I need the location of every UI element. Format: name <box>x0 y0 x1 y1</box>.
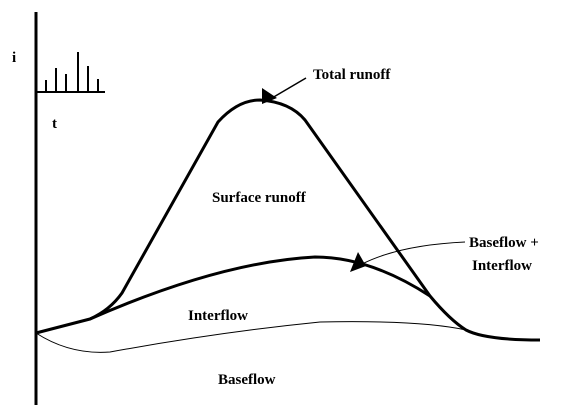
arrow-head <box>262 88 277 104</box>
total-runoff-curve <box>35 98 541 342</box>
baseflow-interflow-label: Interflow <box>472 258 532 274</box>
leader-line <box>361 241 466 265</box>
x-axis-label: t <box>52 116 57 132</box>
baseflow-curve <box>35 321 467 353</box>
surface-runoff-label: Surface runoff <box>212 190 307 206</box>
baseflow-interflow-label: Baseflow + <box>469 235 539 251</box>
baseflow-label: Baseflow <box>218 372 276 388</box>
baseflow-interflow-curve <box>89 255 431 321</box>
hyetograph <box>36 52 105 93</box>
y-axis-label: i <box>12 50 16 66</box>
arrow-head <box>350 252 366 272</box>
total-runoff-label: Total runoff <box>313 67 391 83</box>
interflow-label: Interflow <box>188 308 248 324</box>
leader-line <box>271 77 307 99</box>
